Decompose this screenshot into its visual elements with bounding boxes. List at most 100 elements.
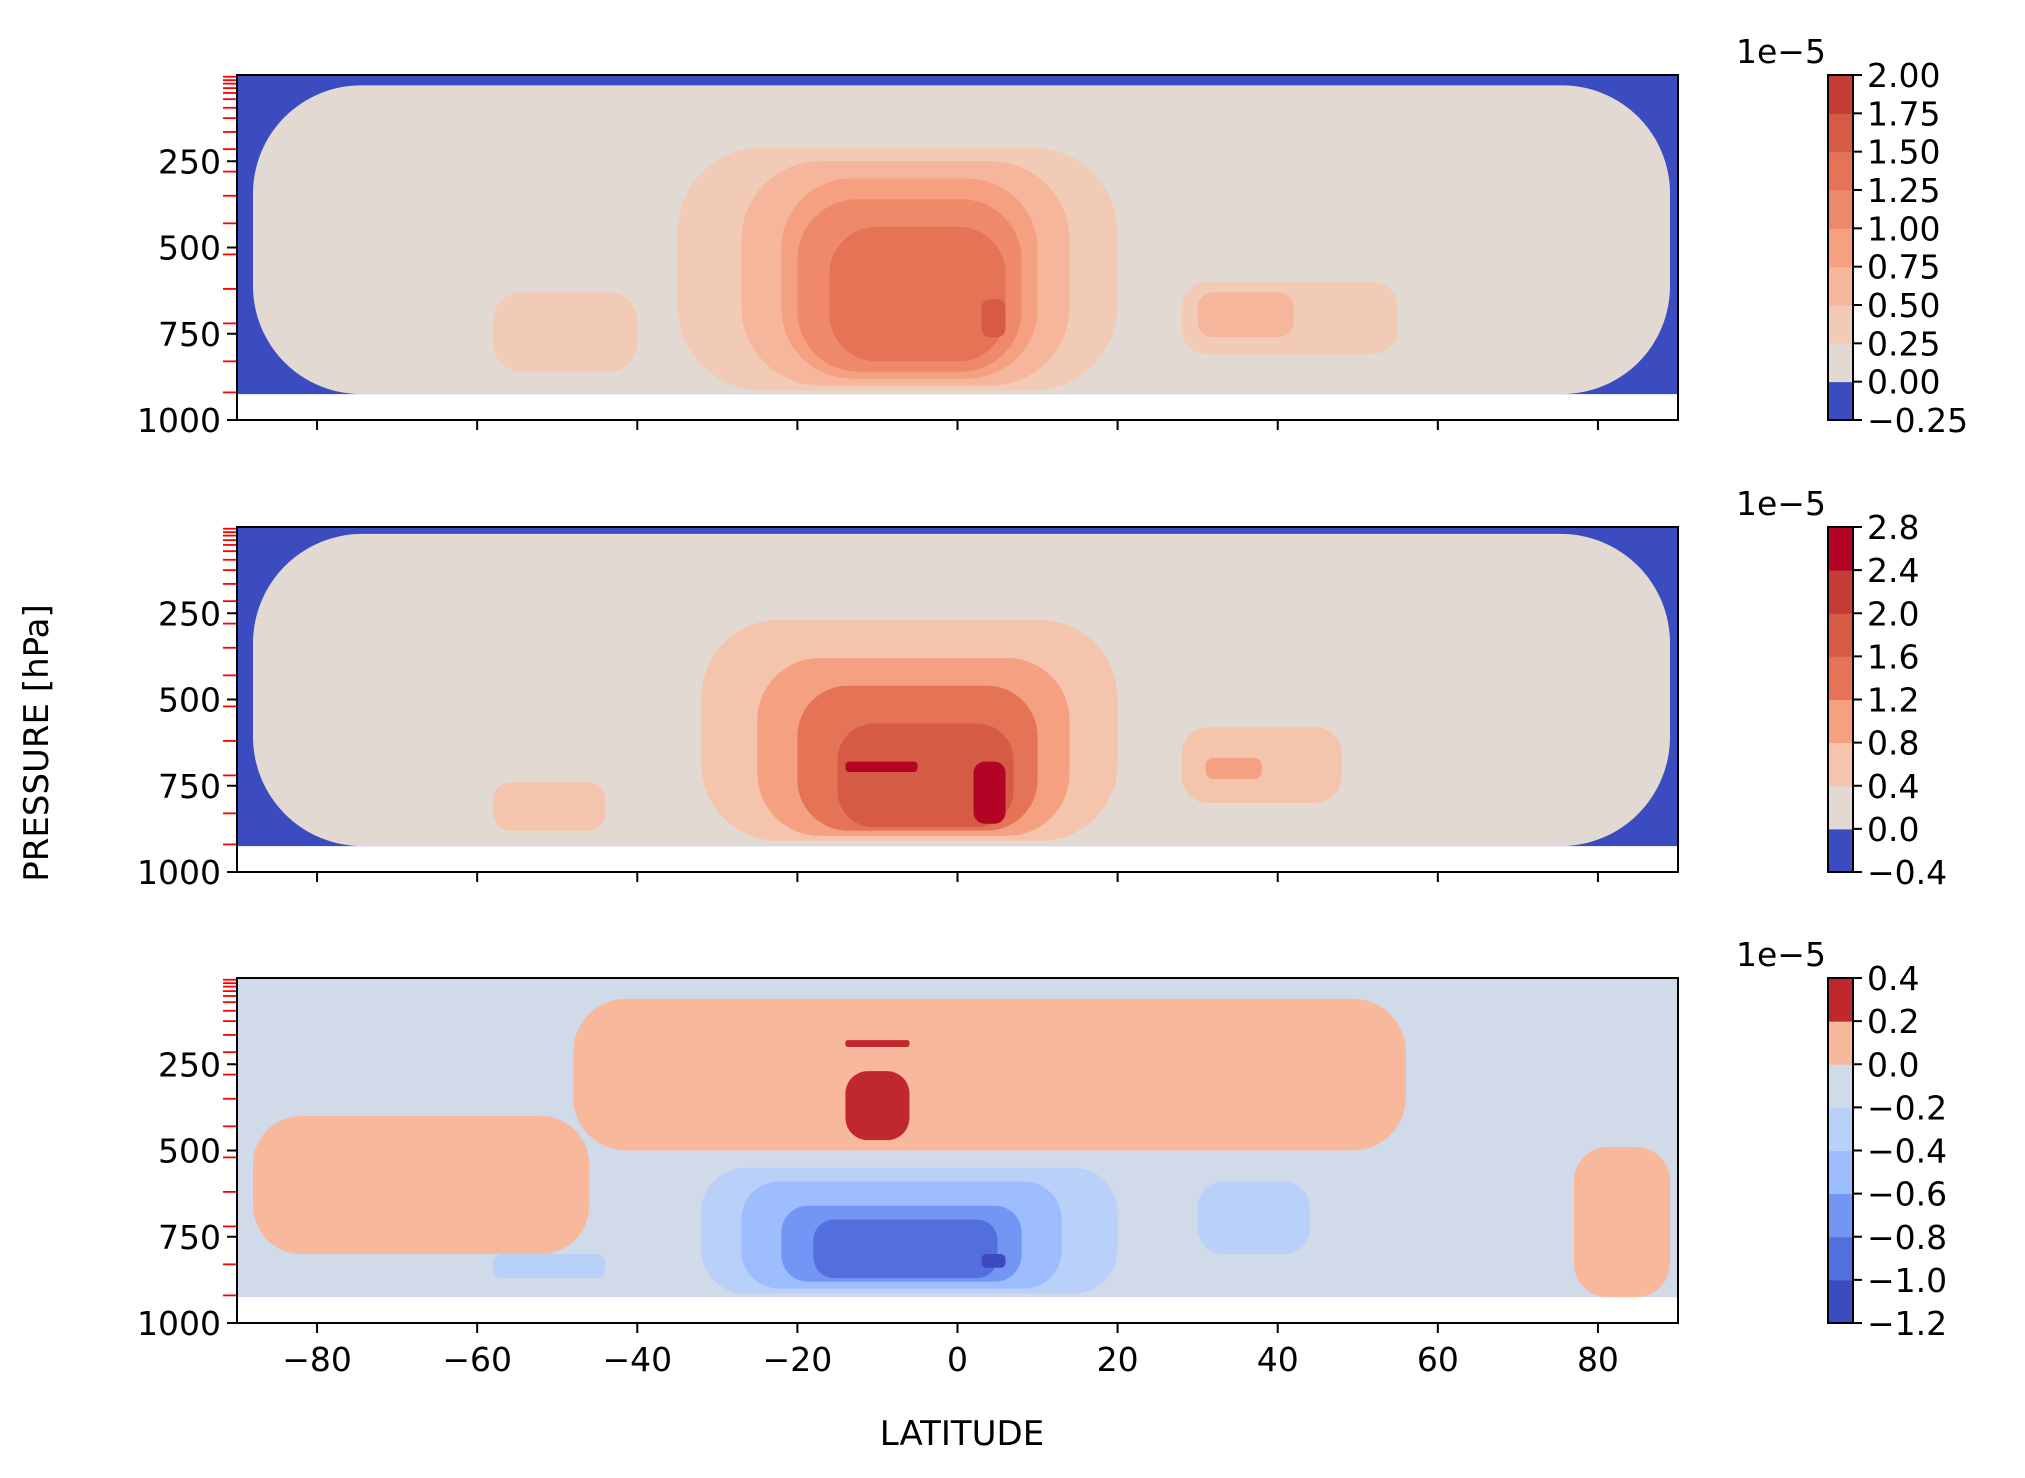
x-tick-label: 0 (947, 1340, 968, 1379)
colorbar-segment (1828, 343, 1853, 383)
surface-mask (237, 1297, 1678, 1323)
colorbar-tick-label: −0.6 (1867, 1175, 1947, 1214)
colorbar-tick-label: −1.2 (1867, 1304, 1947, 1343)
colorbar-segment (1828, 1021, 1853, 1065)
y-tick-label: 500 (158, 1132, 221, 1171)
colorbar-segment (1828, 570, 1853, 614)
colorbar-tick-label: 1.6 (1867, 637, 1919, 676)
surface-mask (237, 846, 1678, 872)
x-axis-label: LATITUDE (880, 1414, 1044, 1454)
colorbar-tick-label: 2.8 (1867, 508, 1919, 547)
colorbar-segment (1828, 828, 1853, 873)
colorbar-tick-label: 2.00 (1867, 56, 1940, 95)
colorbar-tick-label: 1.00 (1867, 209, 1940, 248)
contour-region-4 (1181, 727, 1342, 803)
colorbar-tick-label: −0.4 (1867, 1132, 1947, 1171)
colorbar-tick-label: −0.4 (1867, 853, 1947, 892)
colorbar-segment (1828, 1150, 1853, 1195)
colorbar-segment (1828, 228, 1853, 268)
colorbar-tick-label: 2.0 (1867, 594, 1919, 633)
y-tick-label: 1000 (137, 401, 221, 440)
colorbar-exponent: 1e−5 (1736, 484, 1826, 523)
colorbar-frame (1827, 74, 1854, 421)
colorbar-segment (1828, 266, 1853, 306)
contour-region-2 (253, 1116, 590, 1254)
colorbar-segment (1828, 742, 1853, 787)
contour-region-3 (1573, 1147, 1670, 1298)
colorbar-tick-label: 0.50 (1867, 286, 1940, 325)
x-tick-label: −60 (442, 1340, 512, 1379)
y-tick-label: 750 (158, 1218, 221, 1257)
y-axis-label: PRESSURE [hPa] (17, 604, 57, 881)
colorbar-segment (1828, 1107, 1853, 1151)
y-tick-label: 500 (158, 681, 221, 720)
y-tick-label: 250 (158, 1045, 221, 1084)
colorbar-tick-label: 1.2 (1867, 681, 1919, 720)
contour-region-6 (1205, 758, 1262, 779)
x-tick-label: 80 (1577, 1340, 1619, 1379)
colorbar-tick-label: 0.2 (1867, 1002, 1919, 1041)
x-tick-label: −80 (282, 1340, 352, 1379)
y-tick-label: 750 (158, 315, 221, 354)
colorbar-segment (1828, 785, 1853, 830)
contour-field (237, 75, 1678, 420)
panel-3: 250 500 750 1000 −80 −60 −40 −20 0 20 40 60 80 −1.2 −1… (137, 935, 1947, 1379)
colorbar-segment (1828, 699, 1853, 744)
colorbar-tick-label: 2.4 (1867, 551, 1919, 590)
colorbar-segment (1828, 656, 1853, 700)
colorbar-tick-label: 0.00 (1867, 363, 1940, 402)
colorbar-segment (1828, 1064, 1853, 1108)
colorbar-segment (1828, 1279, 1853, 1324)
colorbar-segment (1828, 190, 1853, 229)
x-tick-label: −40 (602, 1340, 672, 1379)
contour-region-7 (493, 1254, 606, 1279)
colorbar-tick-label: −1.0 (1867, 1261, 1947, 1300)
x-tick-label: −20 (763, 1340, 833, 1379)
y-tick-label: 750 (158, 767, 221, 806)
colorbar-tick-label: −0.25 (1867, 401, 1968, 440)
surface-mask (237, 394, 1678, 420)
contour-field (237, 527, 1678, 872)
contour-field (237, 978, 1678, 1323)
colorbar-tick-label: 0.0 (1867, 1045, 1919, 1084)
contour-region-10 (973, 761, 1006, 824)
y-tick-label: 250 (158, 594, 221, 633)
contour-region-8 (837, 723, 1014, 828)
colorbar-tick-label: 0.75 (1867, 248, 1940, 287)
contour-region-4 (845, 1040, 910, 1047)
contour-region-9 (845, 761, 918, 772)
colorbar-segment (1828, 1193, 1853, 1238)
colorbar-tick-label: 1.50 (1867, 133, 1940, 172)
contour-region-9 (829, 226, 1006, 362)
contour-region-3 (493, 292, 638, 372)
contour-region-6 (1197, 292, 1294, 338)
colorbar-segment (1828, 381, 1853, 421)
colorbar-tick-label: 1.25 (1867, 171, 1940, 210)
y-tick-label: 500 (158, 229, 221, 268)
contour-region-10 (981, 299, 1006, 338)
contour-region-12 (981, 1254, 1006, 1268)
colorbar-exponent: 1e−5 (1736, 32, 1826, 71)
colorbar-exponent: 1e−5 (1736, 935, 1826, 974)
y-tick-label: 250 (158, 142, 221, 181)
x-tick-label: 60 (1417, 1340, 1459, 1379)
colorbar-segment (1828, 305, 1853, 344)
contour-region-11 (813, 1219, 998, 1279)
y-tick-label: 1000 (137, 853, 221, 892)
colorbar-tick-label: −0.8 (1867, 1218, 1947, 1257)
colorbar-tick-label: 0.4 (1867, 767, 1919, 806)
contour-region-8 (1197, 1181, 1310, 1254)
colorbar-segment (1828, 613, 1853, 657)
y-tick-label: 1000 (137, 1304, 221, 1343)
colorbar-segment (1828, 113, 1853, 153)
colorbar-segment (1828, 151, 1853, 191)
colorbar-tick-label: 0.25 (1867, 324, 1940, 363)
x-tick-label: 40 (1257, 1340, 1299, 1379)
colorbar-segment (1828, 75, 1853, 114)
colorbar-tick-label: −0.2 (1867, 1088, 1947, 1127)
colorbar-tick-label: 0.0 (1867, 810, 1919, 849)
colorbar-tick-label: 0.4 (1867, 959, 1919, 998)
